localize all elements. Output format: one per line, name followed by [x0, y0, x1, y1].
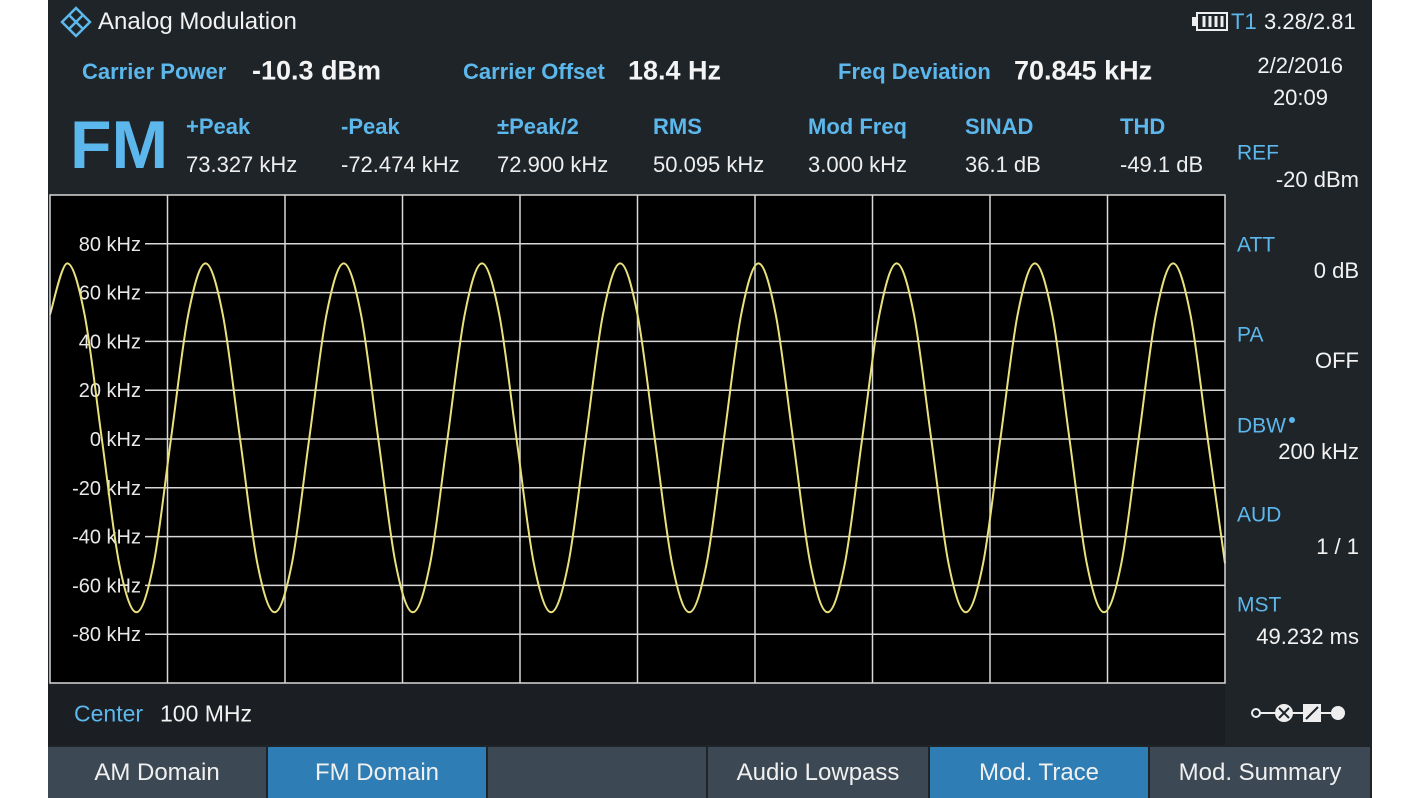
app-title: Analog Modulation	[98, 8, 297, 35]
summary-value: 70.845 kHz	[1014, 55, 1153, 86]
softkey[interactable]: FM Domain	[268, 747, 488, 798]
app-icon	[60, 6, 92, 38]
measurement-value: 3.000 kHz	[808, 152, 908, 177]
measurement-label: RMS	[653, 114, 702, 139]
side-label: MST	[1237, 593, 1282, 617]
summary-label: Carrier Power	[82, 59, 227, 84]
side-value: 200 kHz	[1278, 439, 1359, 464]
connector-icon	[1251, 704, 1345, 722]
summary-value: -10.3 dBm	[252, 55, 382, 86]
battery-info: 3.28/2.81	[1264, 9, 1356, 34]
y-tick-label: 0 kHz	[90, 429, 141, 451]
dbw-indicator	[1289, 417, 1295, 423]
measurement-label: Mod Freq	[808, 114, 907, 139]
time: 20:09	[1272, 85, 1328, 110]
side-value: 49.232 ms	[1256, 624, 1359, 649]
side-label: PA	[1237, 323, 1264, 347]
center-value: 100 MHz	[160, 700, 253, 727]
trace-label: T1	[1231, 9, 1257, 34]
y-tick-label: -60 kHz	[72, 575, 141, 597]
measurement-label: +Peak	[186, 114, 251, 139]
measurement-value: 73.327 kHz	[186, 152, 298, 177]
mode-label: FM	[70, 107, 169, 183]
measurement-label: -Peak	[341, 114, 400, 139]
date: 2/2/2016	[1257, 53, 1343, 78]
measurement-value: -49.1 dB	[1120, 152, 1204, 177]
softkey[interactable]: Mod. Summary	[1150, 747, 1372, 798]
y-tick-label: 20 kHz	[79, 380, 141, 402]
plot-border	[49, 194, 1226, 684]
side-label: ATT	[1237, 233, 1276, 257]
y-tick-label: 40 kHz	[79, 331, 141, 353]
summary-label: Carrier Offset	[463, 59, 605, 84]
measurement-label: THD	[1120, 114, 1166, 139]
footer-bar	[48, 683, 1225, 745]
y-tick-label: -80 kHz	[72, 624, 141, 646]
summary-value: 18.4 Hz	[628, 55, 722, 86]
y-tick-label: -20 kHz	[72, 478, 141, 500]
y-tick-label: -40 kHz	[72, 527, 141, 549]
softkey[interactable]: Audio Lowpass	[708, 747, 930, 798]
side-value: 0 dB	[1313, 258, 1359, 283]
center-label: Center	[74, 700, 144, 727]
battery-icon	[1192, 12, 1228, 31]
summary-label: Freq Deviation	[838, 59, 991, 84]
y-tick-label: 80 kHz	[79, 234, 141, 256]
side-label: AUD	[1237, 503, 1282, 527]
softkey[interactable]: Mod. Trace	[930, 747, 1150, 798]
measurement-label: SINAD	[965, 114, 1034, 139]
side-value: 1 / 1	[1316, 534, 1359, 559]
measurement-value: 36.1 dB	[965, 152, 1041, 177]
y-tick-label: 60 kHz	[79, 283, 141, 305]
softkey[interactable]	[488, 747, 708, 798]
measurement-label: ±Peak/2	[497, 114, 579, 139]
measurement-value: 50.095 kHz	[653, 152, 765, 177]
side-label: REF	[1237, 141, 1279, 165]
side-value: -20 dBm	[1275, 167, 1359, 192]
measurement-value: -72.474 kHz	[341, 152, 460, 177]
softkey[interactable]: AM Domain	[48, 747, 268, 798]
measurement-value: 72.900 kHz	[497, 152, 609, 177]
side-label: DBW	[1237, 414, 1286, 438]
trace	[49, 262, 1226, 614]
side-value: OFF	[1315, 348, 1359, 373]
